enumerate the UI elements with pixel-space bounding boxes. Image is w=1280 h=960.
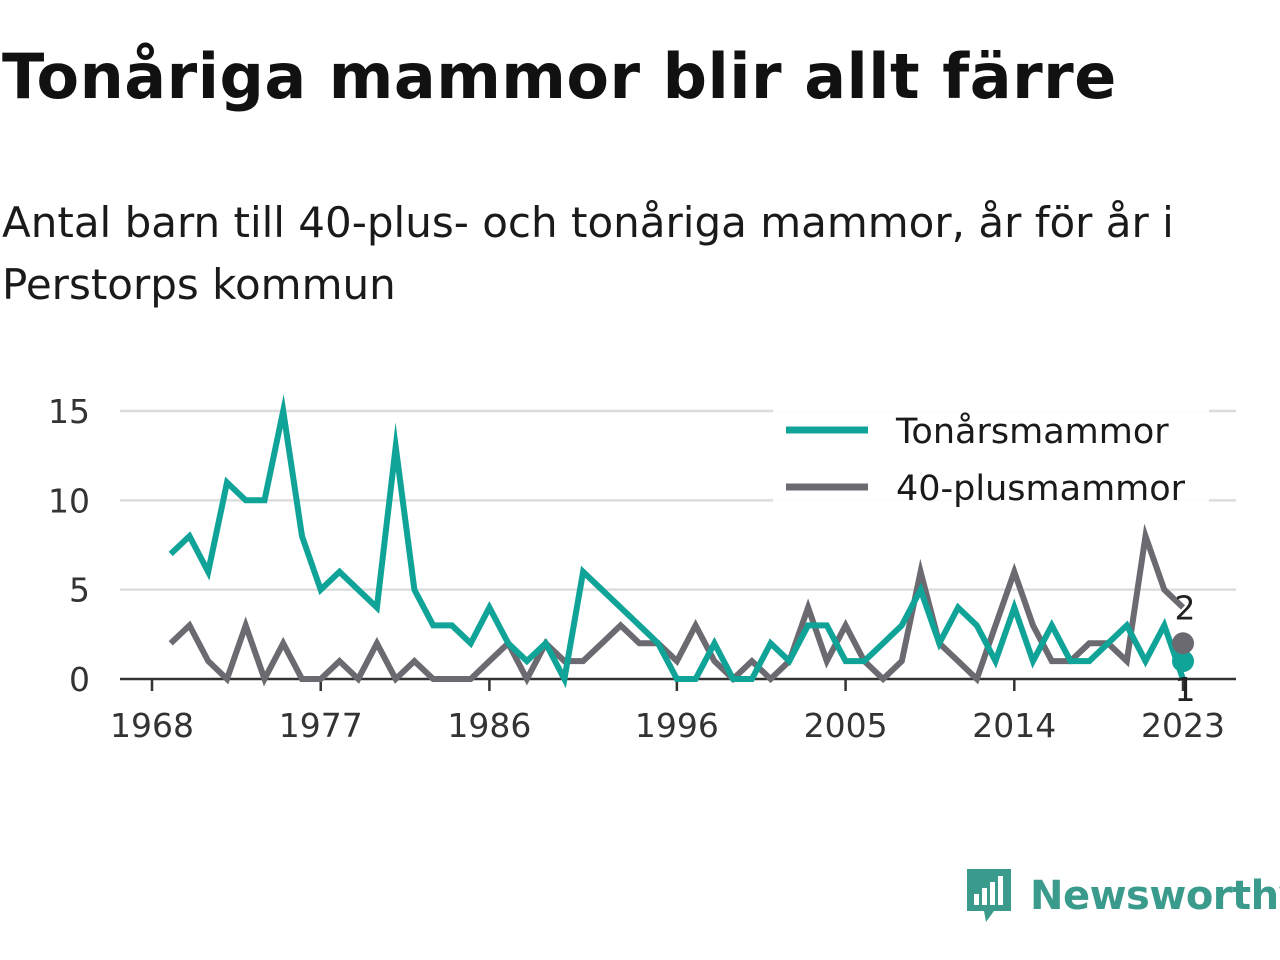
chart-subtitle: Antal barn till 40-plus- och tonåriga ma… xyxy=(2,198,1174,309)
y-tick-label: 10 xyxy=(48,481,90,520)
legend: Tonårsmammor 40-plusmammor xyxy=(773,408,1209,512)
end-value-label: 2 xyxy=(1175,588,1196,627)
x-tick-label: 2005 xyxy=(804,706,888,745)
y-tick-label: 5 xyxy=(69,571,90,610)
series-layer: 12 xyxy=(168,394,1196,709)
legend-label: Tonårsmammor xyxy=(895,411,1169,452)
end-point-marker xyxy=(1172,650,1194,673)
x-tick-label: 1986 xyxy=(447,706,531,745)
legend-background xyxy=(773,408,1209,512)
legend-label: 40-plusmammor xyxy=(896,469,1186,509)
end-point-marker xyxy=(1172,632,1194,655)
y-tick-label: 0 xyxy=(69,660,90,699)
x-tick-label: 2014 xyxy=(972,706,1056,745)
series-line-tonarsmammor xyxy=(168,394,1186,689)
x-tick-label: 1977 xyxy=(279,706,363,745)
x-tick-label: 1996 xyxy=(635,706,719,745)
series-line-40-plusmammor xyxy=(168,523,1186,687)
brand-name: Newsworthy xyxy=(1030,873,1280,919)
x-tick-label: 1968 xyxy=(110,706,194,745)
end-value-label: 1 xyxy=(1175,670,1196,709)
brand-logo: Newsworthy xyxy=(964,864,1280,928)
y-tick-label: 15 xyxy=(48,392,90,431)
x-tick-label: 2023 xyxy=(1141,706,1225,745)
newsworthy-logo-icon xyxy=(967,869,1011,922)
chart-title: Tonåriga mammor blir allt färre xyxy=(2,40,1117,113)
